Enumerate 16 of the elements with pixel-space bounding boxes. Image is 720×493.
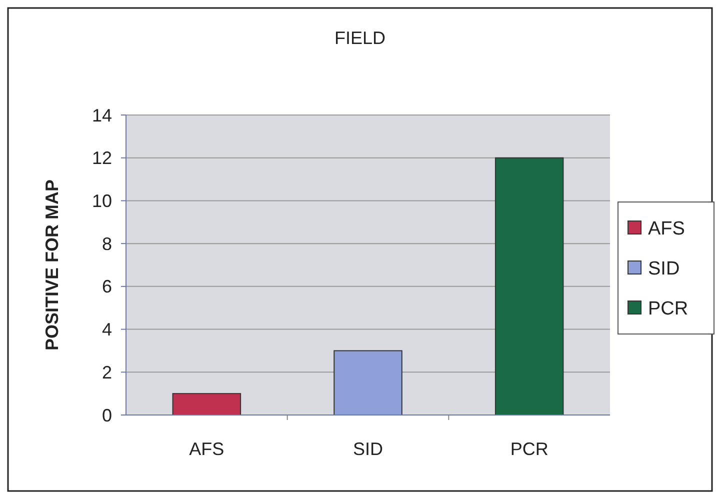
y-tick-label: 14 [92,105,112,126]
y-tick-label: 12 [92,148,112,168]
y-tick-label: 2 [102,362,112,382]
legend-label: SID [648,258,680,280]
x-tick-label: SID [352,439,384,459]
y-tick-label: 4 [102,320,112,340]
x-tick-label: AFS [189,439,224,459]
y-tick-label: 8 [102,234,112,254]
legend-label: AFS [648,218,685,240]
y-axis-title: POSITIVE FOR MAP [42,179,62,351]
chart-title: FIELD [334,28,386,48]
y-tick-label: 6 [102,276,112,297]
y-tick-label: 10 [92,191,112,212]
legend-label: PCR [648,298,688,320]
x-tick-label: PCR [510,439,548,459]
y-tick-label: 0 [102,405,112,426]
